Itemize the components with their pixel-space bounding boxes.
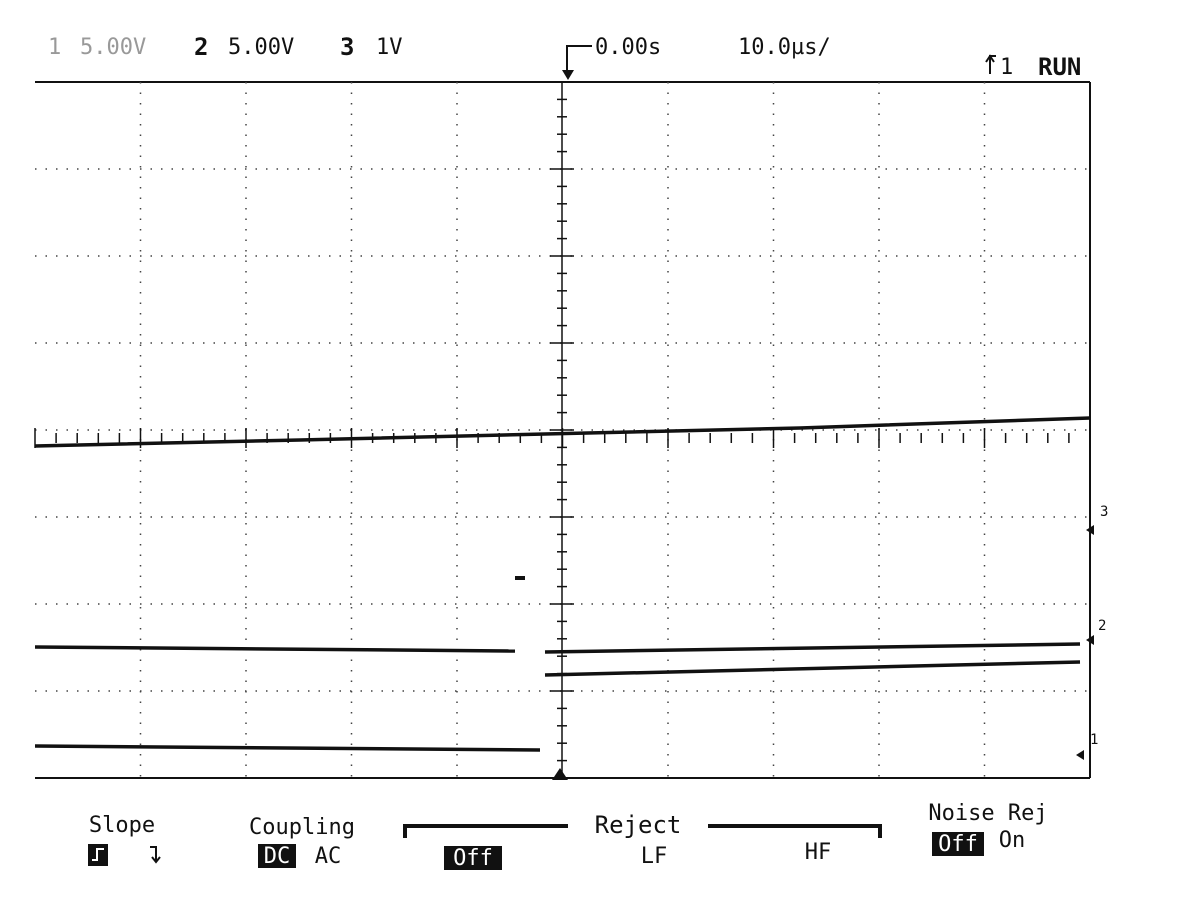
trace bbox=[34, 744, 541, 752]
option[interactable]: On bbox=[999, 828, 1026, 853]
trigger-level bbox=[552, 768, 568, 780]
channel-scale: 1V bbox=[376, 35, 403, 60]
channel-marker: 1 bbox=[1090, 732, 1098, 748]
option-selected[interactable] bbox=[932, 832, 984, 856]
option: Off bbox=[938, 832, 978, 857]
menu-label: Coupling bbox=[249, 815, 355, 840]
option-selected[interactable] bbox=[258, 844, 296, 868]
trigger-source: 1 bbox=[1000, 55, 1013, 80]
marker-arrow bbox=[1086, 635, 1094, 645]
trigger-icon bbox=[566, 45, 592, 70]
reject-bracket bbox=[403, 824, 882, 838]
channel-marker: 2 bbox=[1098, 618, 1106, 634]
trace bbox=[544, 642, 1081, 654]
trace bbox=[34, 645, 516, 653]
option[interactable]: AC bbox=[315, 844, 342, 869]
channel-marker: 3 bbox=[1100, 504, 1108, 520]
channel-scale: 5.00V bbox=[228, 35, 294, 60]
channel-number: 3 bbox=[340, 33, 354, 61]
trigger-position bbox=[562, 70, 574, 80]
slope-icon bbox=[92, 848, 104, 861]
option-selected[interactable] bbox=[444, 846, 502, 870]
menu-label: Reject bbox=[595, 811, 682, 839]
trace-fragment bbox=[515, 576, 525, 580]
option: Off bbox=[453, 846, 493, 871]
channel-number: 2 bbox=[194, 33, 208, 61]
marker-arrow bbox=[1086, 525, 1094, 535]
option: DC bbox=[264, 844, 291, 869]
trigger-edge-icon bbox=[985, 54, 996, 74]
option[interactable]: LF bbox=[641, 844, 668, 869]
menu-label: Noise Rej bbox=[928, 801, 1047, 826]
trace bbox=[34, 416, 1091, 448]
trace bbox=[544, 660, 1081, 677]
menu-label: Slope bbox=[89, 813, 155, 838]
time-offset: 0.00s bbox=[595, 35, 661, 60]
channel-scale: 5.00V bbox=[80, 35, 146, 60]
time-scale: 10.0µs/ bbox=[738, 35, 831, 60]
option[interactable]: HF bbox=[805, 840, 832, 865]
slope-falling[interactable] bbox=[150, 846, 161, 864]
run-status: RUN bbox=[1038, 53, 1081, 81]
marker-arrow bbox=[1076, 750, 1084, 760]
channel-number: 1 bbox=[48, 35, 61, 60]
